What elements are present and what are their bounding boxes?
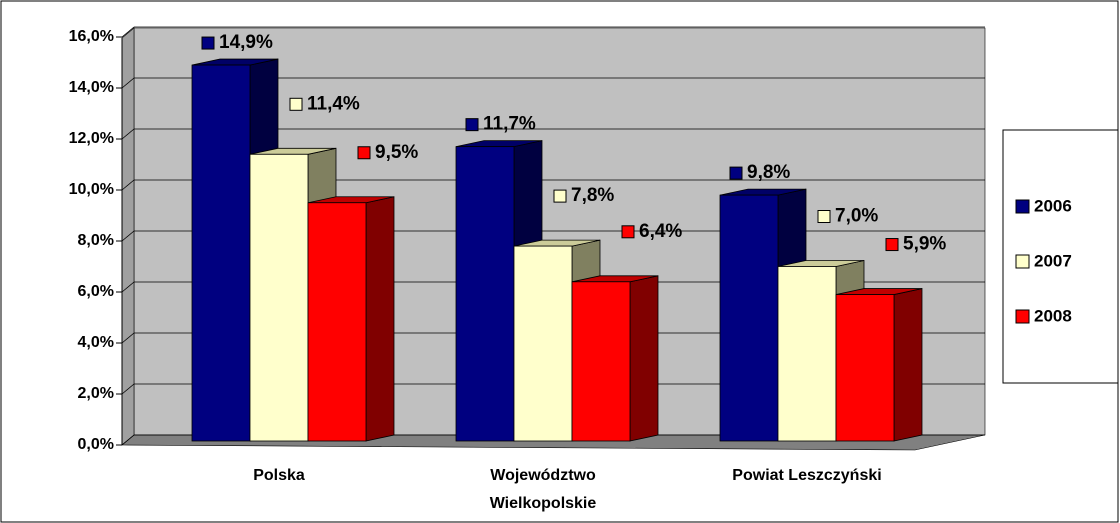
value-label: 14,9% <box>219 32 273 53</box>
y-tick-label: 12,0% <box>69 130 114 147</box>
value-label-marker <box>885 238 899 252</box>
value-label-marker <box>201 36 215 50</box>
value-label: 7,0% <box>835 206 878 227</box>
bar-side <box>365 196 395 442</box>
value-label-marker <box>289 97 303 111</box>
grid-line <box>121 383 135 395</box>
y-tick-label: 4,0% <box>78 334 114 351</box>
bar-side <box>893 288 923 442</box>
bar <box>719 194 779 442</box>
legend-label: 2008 <box>1034 306 1072 325</box>
grid-line <box>121 26 135 38</box>
value-label: 5,9% <box>903 234 946 255</box>
legend-marker <box>1015 309 1030 324</box>
grid-line <box>121 434 135 446</box>
bar <box>777 266 837 442</box>
grid-line <box>121 179 135 191</box>
legend-label: 2007 <box>1034 251 1072 270</box>
grid-line <box>121 128 135 140</box>
value-label: 11,4% <box>307 93 360 114</box>
legend-marker <box>1015 254 1030 269</box>
grid-line <box>121 281 135 293</box>
value-label-marker <box>621 225 635 239</box>
value-label-marker <box>465 118 479 132</box>
y-tick-label: 14,0% <box>69 79 114 96</box>
x-tick-label: Polska <box>253 467 305 484</box>
bar <box>455 146 515 442</box>
value-label-marker <box>553 189 567 203</box>
x-tick-label: Powiat Leszczyński <box>732 467 882 484</box>
value-label: 9,5% <box>375 142 418 163</box>
bar <box>571 281 631 442</box>
value-label-marker <box>817 210 831 223</box>
bar <box>835 294 895 442</box>
y-tick-label: 10,0% <box>69 181 114 198</box>
bar-side <box>629 275 659 442</box>
y-tick-label: 16,0% <box>69 28 114 45</box>
value-label: 6,4% <box>639 221 682 242</box>
value-label-marker <box>357 146 371 160</box>
x-tick-label: Województwo Wielkopolskie <box>489 467 597 512</box>
grid-line <box>121 332 135 344</box>
grid-line <box>121 230 135 242</box>
grid-line <box>121 77 135 89</box>
bar <box>191 64 251 442</box>
bar <box>307 202 367 442</box>
value-label: 11,7% <box>483 114 536 135</box>
legend-label: 2006 <box>1034 196 1072 215</box>
y-tick-label: 6,0% <box>78 283 114 300</box>
y-tick-label: 2,0% <box>78 385 114 402</box>
bar <box>249 153 309 442</box>
value-label: 7,8% <box>571 185 614 206</box>
bar <box>513 245 573 442</box>
y-tick-label: 0,0% <box>78 436 114 453</box>
legend-marker <box>1015 199 1030 214</box>
value-label-marker <box>729 166 743 180</box>
value-label: 9,8% <box>747 162 790 183</box>
y-tick-label: 8,0% <box>78 232 114 249</box>
